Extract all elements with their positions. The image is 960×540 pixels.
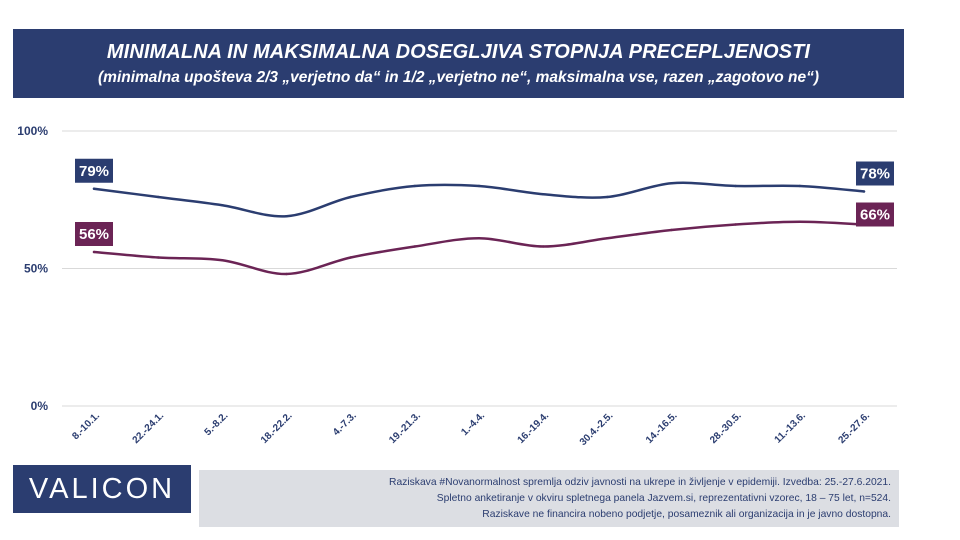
data-point-min [285, 272, 288, 276]
title-banner: MINIMALNA IN MAKSIMALNA DOSEGLJIVA STOPN… [13, 29, 904, 98]
x-tick-label: 11.-13.6. [773, 410, 808, 445]
data-point-min [670, 228, 673, 232]
data-point-max [285, 215, 288, 218]
data-point-max [349, 195, 352, 199]
footer-note-line-2: Spletno anketiranje v okviru spletnega p… [436, 493, 891, 504]
x-tick-label: 22.-24.1. [131, 410, 167, 446]
data-point-max [413, 184, 417, 188]
data-label-min-first: 56% [79, 226, 109, 243]
data-point-min [798, 220, 802, 223]
footer-note-line-3: Raziskave ne financira nobeno podjetje, … [482, 509, 891, 520]
data-point-max [541, 193, 545, 196]
footer-note: Raziskava #Novanormalnost spremlja odziv… [199, 470, 899, 527]
series-line-min [92, 220, 866, 276]
series-line-max [92, 181, 866, 218]
data-point-max [734, 184, 737, 188]
data-point-min [413, 245, 417, 248]
data-point-min [92, 250, 96, 254]
x-tick-label: 5.-8.2. [203, 410, 231, 438]
footer-note-line-1: Raziskava #Novanormalnost spremlja odziv… [389, 477, 891, 488]
x-tick-label: 28.-30.5. [708, 410, 744, 446]
valicon-logo: VALICON [13, 465, 191, 513]
x-tick-label: 1.-4.4. [459, 410, 487, 438]
data-point-min [156, 256, 160, 259]
data-point-min [541, 245, 545, 248]
chart-subtitle: (minimalna upošteva 2/3 „verjetno da“ in… [98, 69, 819, 86]
x-tick-label: 30.4.-2.5. [578, 410, 616, 448]
data-point-max [606, 195, 609, 199]
data-point-max [221, 204, 224, 207]
y-tick-label: 100% [17, 124, 48, 138]
data-point-max [862, 190, 866, 193]
data-point-min [349, 256, 352, 259]
data-point-max [92, 187, 96, 190]
data-point-min [606, 237, 609, 240]
data-label-box-max-first [75, 158, 113, 183]
y-tick-label: 50% [24, 262, 48, 276]
chart-title: MINIMALNA IN MAKSIMALNA DOSEGLJIVA STOPN… [106, 41, 811, 63]
data-point-min [221, 259, 224, 262]
x-tick-label: 4.-7.3. [331, 410, 359, 438]
data-point-min [734, 223, 737, 226]
data-label-box-max-last [856, 161, 894, 186]
x-tick-label: 25.-27.6. [836, 410, 872, 446]
data-label-max-first: 79% [79, 163, 109, 180]
data-label-box-min-last [856, 202, 894, 227]
data-label-min-last: 66% [860, 207, 890, 224]
x-tick-label: 8.-10.1. [70, 410, 102, 442]
data-label-max-last: 78% [860, 166, 890, 183]
data-point-max [798, 184, 802, 188]
data-point-max [670, 182, 673, 185]
y-tick-label: 0% [31, 399, 49, 413]
data-point-max [156, 195, 160, 199]
x-tick-label: 14.-16.5. [644, 410, 680, 446]
x-tick-label: 16.-19.4. [516, 410, 552, 446]
data-point-max [477, 184, 481, 188]
x-tick-label: 19.-21.3. [387, 410, 423, 446]
data-label-box-min-first [75, 222, 113, 246]
data-point-min [477, 237, 481, 240]
x-tick-label: 18.-22.2. [259, 410, 295, 446]
